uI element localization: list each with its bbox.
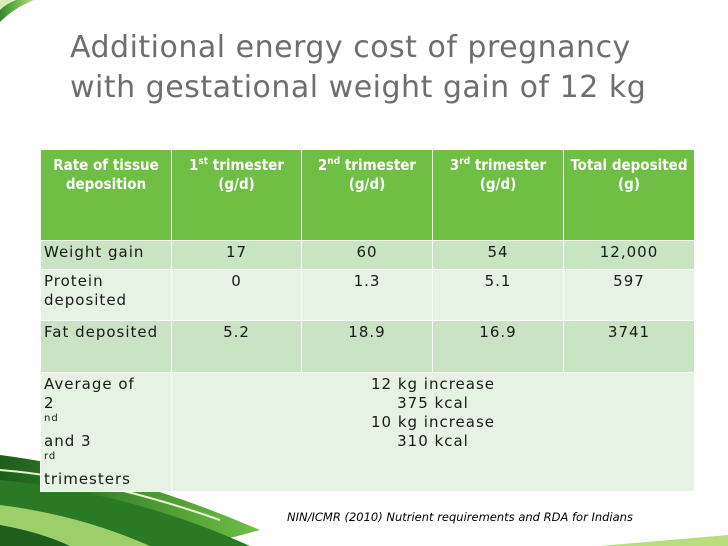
row-label: Fat deposited <box>40 320 172 373</box>
source-citation: NIN/ICMR (2010) Nutrient requirements an… <box>287 510 633 524</box>
title-line-2: with gestational weight gain of 12 kg <box>70 70 647 105</box>
cell-2nd-trimester: 1.3 <box>301 269 433 321</box>
cell-3rd-trimester: 5.1 <box>432 269 564 321</box>
table-row-protein-deposited: Protein deposited 0 1.3 5.1 597 <box>40 269 695 321</box>
slide-title: Additional energy cost of pregnancy with… <box>70 28 710 108</box>
table-row-weight-gain: Weight gain 17 60 54 12,000 <box>40 240 695 270</box>
table-row-fat-deposited: Fat deposited 5.2 18.9 16.9 3741 <box>40 320 695 373</box>
avg-line-4: 310 kcal <box>397 432 469 450</box>
cell-total: 3741 <box>563 320 695 373</box>
row-label: Protein deposited <box>40 269 172 321</box>
row-label: Weight gain <box>40 240 172 270</box>
cell-3rd-trimester: 16.9 <box>432 320 564 373</box>
table-header-row: Rate of tissue deposition 1st trimester … <box>40 149 695 241</box>
title-line-1: Additional energy cost of pregnancy <box>70 30 631 65</box>
corner-swoosh-top <box>0 0 34 22</box>
header-2nd-trimester: 2nd trimester (g/d) <box>301 149 433 241</box>
cell-average-values: 12 kg increase 375 kcal 10 kg increase 3… <box>171 372 695 492</box>
header-3rd-trimester: 3rd trimester (g/d) <box>432 149 564 241</box>
cell-total: 12,000 <box>563 240 695 270</box>
avg-line-1: 12 kg increase <box>370 375 496 393</box>
cell-1st-trimester: 17 <box>171 240 302 270</box>
header-rate-of-tissue-deposition: Rate of tissue deposition <box>40 149 172 241</box>
header-total-deposited: Total deposited (g) <box>563 149 695 241</box>
cell-2nd-trimester: 60 <box>301 240 433 270</box>
cell-3rd-trimester: 54 <box>432 240 564 270</box>
energy-cost-table: Rate of tissue deposition 1st trimester … <box>40 149 695 492</box>
avg-line-3: 10 kg increase <box>370 413 496 431</box>
cell-1st-trimester: 0 <box>171 269 302 321</box>
header-1st-trimester: 1st trimester (g/d) <box>171 149 302 241</box>
cell-total: 597 <box>563 269 695 321</box>
cell-1st-trimester: 5.2 <box>171 320 302 373</box>
avg-line-2: 375 kcal <box>397 394 469 412</box>
cell-2nd-trimester: 18.9 <box>301 320 433 373</box>
